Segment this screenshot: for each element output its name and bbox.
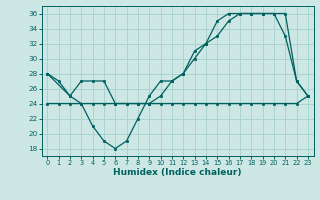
X-axis label: Humidex (Indice chaleur): Humidex (Indice chaleur) xyxy=(113,168,242,177)
